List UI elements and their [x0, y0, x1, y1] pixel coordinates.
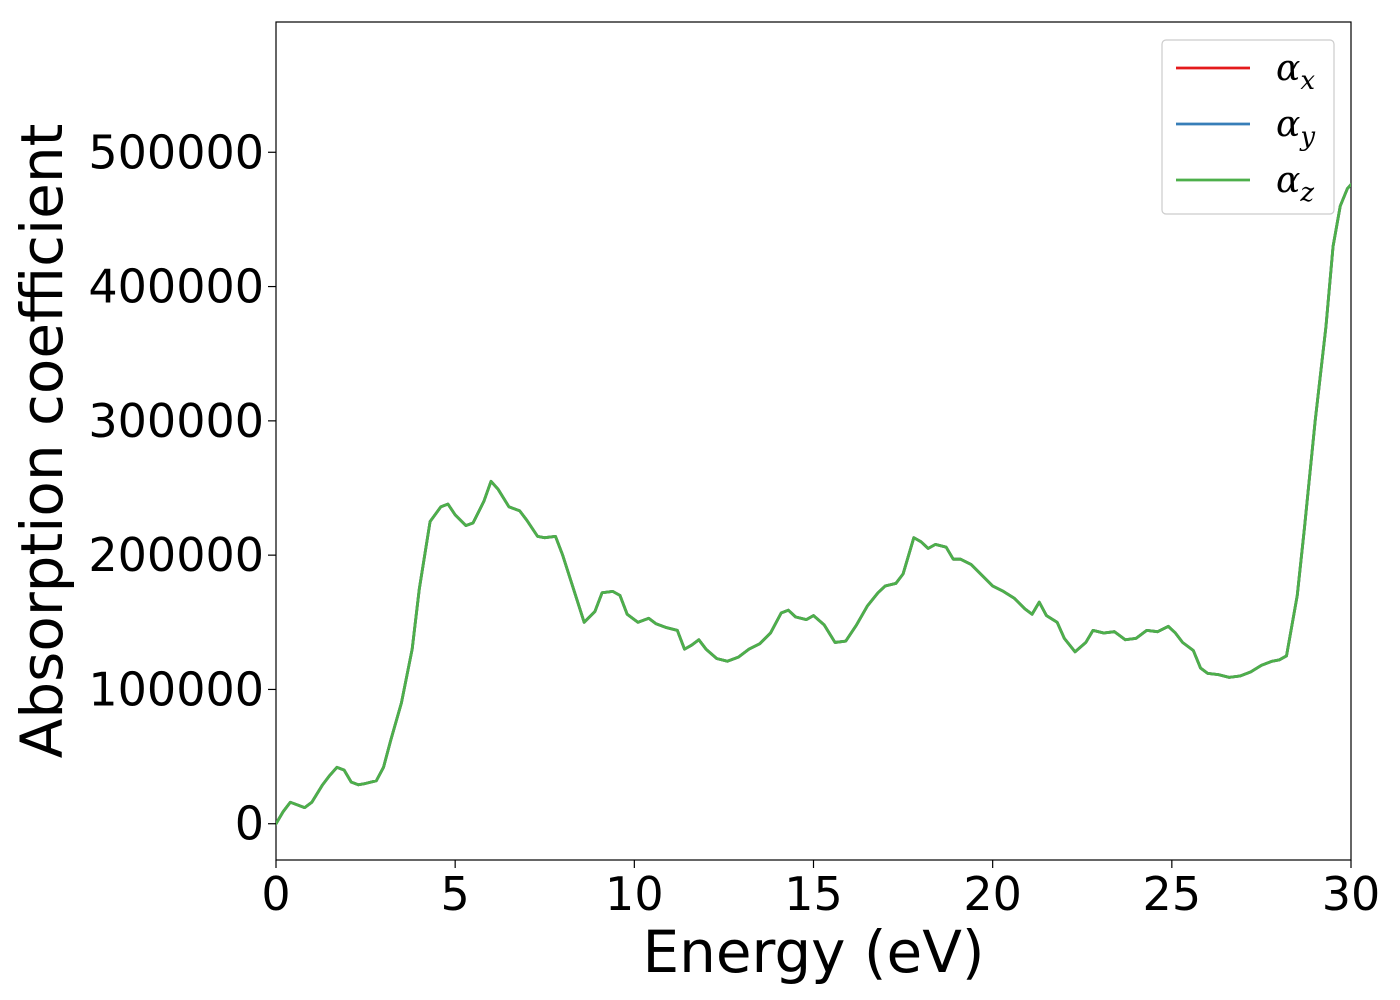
- legend-box: [1161, 39, 1335, 215]
- series-line-y: [276, 183, 1351, 826]
- y-tick-label: 300000: [88, 394, 264, 448]
- x-tick-label: 5: [441, 867, 470, 921]
- y-axis-title: Absorption coefficient: [8, 124, 76, 759]
- y-axis: 0 100000 200000 300000 400000 500000: [88, 125, 276, 851]
- legend-label-x: αx: [1276, 48, 1315, 96]
- y-tick-label: 100000: [88, 662, 264, 716]
- x-tick-label: 15: [784, 867, 843, 921]
- series-line-z: [276, 183, 1351, 826]
- y-tick-label: 200000: [88, 528, 264, 582]
- y-tick-label: 400000: [88, 260, 264, 314]
- legend-label-z: αz: [1276, 160, 1314, 208]
- y-tick-label: 0: [235, 797, 264, 851]
- x-axis: 0 5 10 15 20 25 30: [261, 860, 1380, 921]
- series-line-x: [276, 183, 1351, 826]
- x-axis-title: Energy (eV): [642, 918, 984, 986]
- x-tick-label: 0: [261, 867, 290, 921]
- x-tick-label: 25: [1143, 867, 1202, 921]
- x-tick-label: 20: [963, 867, 1022, 921]
- series-group: [276, 183, 1351, 826]
- legend: αx αy αz: [1161, 39, 1335, 215]
- x-tick-label: 10: [605, 867, 664, 921]
- y-tick-label: 500000: [88, 125, 264, 179]
- x-tick-label: 30: [1322, 867, 1381, 921]
- legend-label-y: αy: [1276, 104, 1315, 152]
